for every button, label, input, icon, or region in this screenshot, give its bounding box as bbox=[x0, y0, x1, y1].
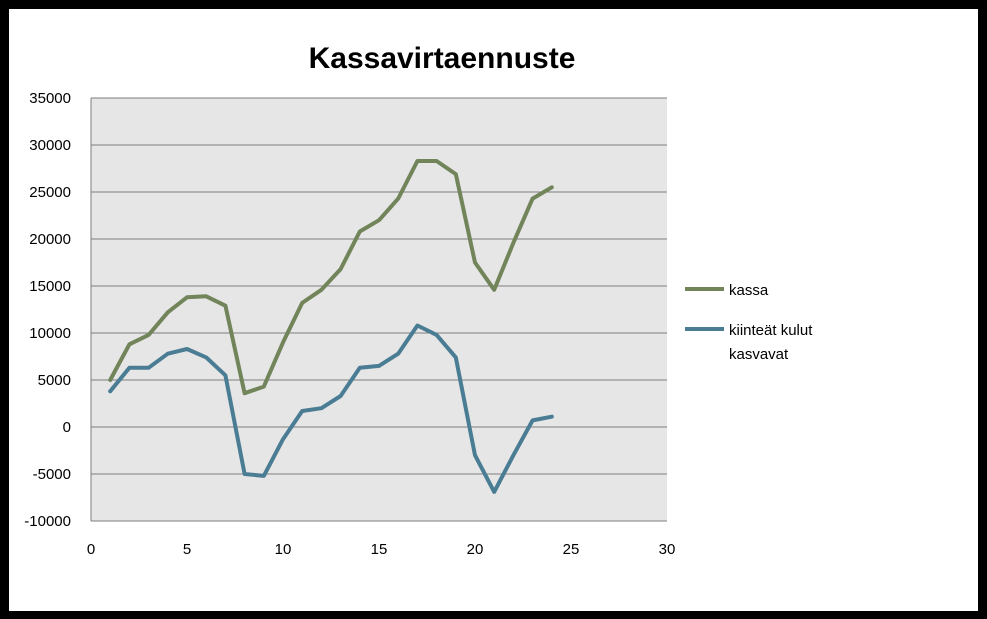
x-tick-label: 10 bbox=[275, 541, 292, 558]
y-tick-label: 35000 bbox=[29, 90, 71, 107]
y-tick-label: 10000 bbox=[29, 325, 71, 342]
x-tick-label: 0 bbox=[87, 541, 95, 558]
y-tick-label: 20000 bbox=[29, 231, 71, 248]
y-tick-label: -10000 bbox=[24, 513, 71, 530]
legend-item-1: kassa bbox=[685, 282, 769, 299]
plot-background bbox=[91, 98, 667, 521]
x-tick-label: 25 bbox=[563, 541, 580, 558]
x-tick-label: 15 bbox=[371, 541, 388, 558]
x-tick-label: 20 bbox=[467, 541, 484, 558]
line-chart: Kassavirtaennuste -10000 -5000 0 5000 10000 1… bbox=[24, 42, 813, 558]
legend-label: kasvavat bbox=[729, 346, 789, 363]
series-line-1 bbox=[108, 159, 554, 396]
x-tick-label: 5 bbox=[183, 541, 191, 558]
chart-frame: Kassavirtaennuste -10000 -5000 0 5000 10000 1… bbox=[9, 9, 978, 611]
y-tick-label: -5000 bbox=[33, 466, 71, 483]
legend-item-2: kiinteät kulut kasvavat bbox=[685, 322, 813, 363]
y-tick-label: 15000 bbox=[29, 278, 71, 295]
y-tick-label: 30000 bbox=[29, 137, 71, 154]
legend-label: kiinteät kulut bbox=[729, 322, 813, 339]
y-tick-label: 5000 bbox=[38, 372, 71, 389]
x-tick-label: 30 bbox=[659, 541, 676, 558]
y-tick-label: 0 bbox=[63, 419, 71, 436]
legend-label: kassa bbox=[729, 282, 769, 299]
series-line-2 bbox=[108, 323, 554, 494]
chart-title: Kassavirtaennuste bbox=[309, 42, 576, 75]
y-tick-label: 25000 bbox=[29, 184, 71, 201]
plot-area: -10000 -5000 0 5000 10000 15000 20000 25000 3000… bbox=[24, 90, 675, 558]
legend: kassa kiinteät kulut kasvavat bbox=[685, 282, 813, 363]
